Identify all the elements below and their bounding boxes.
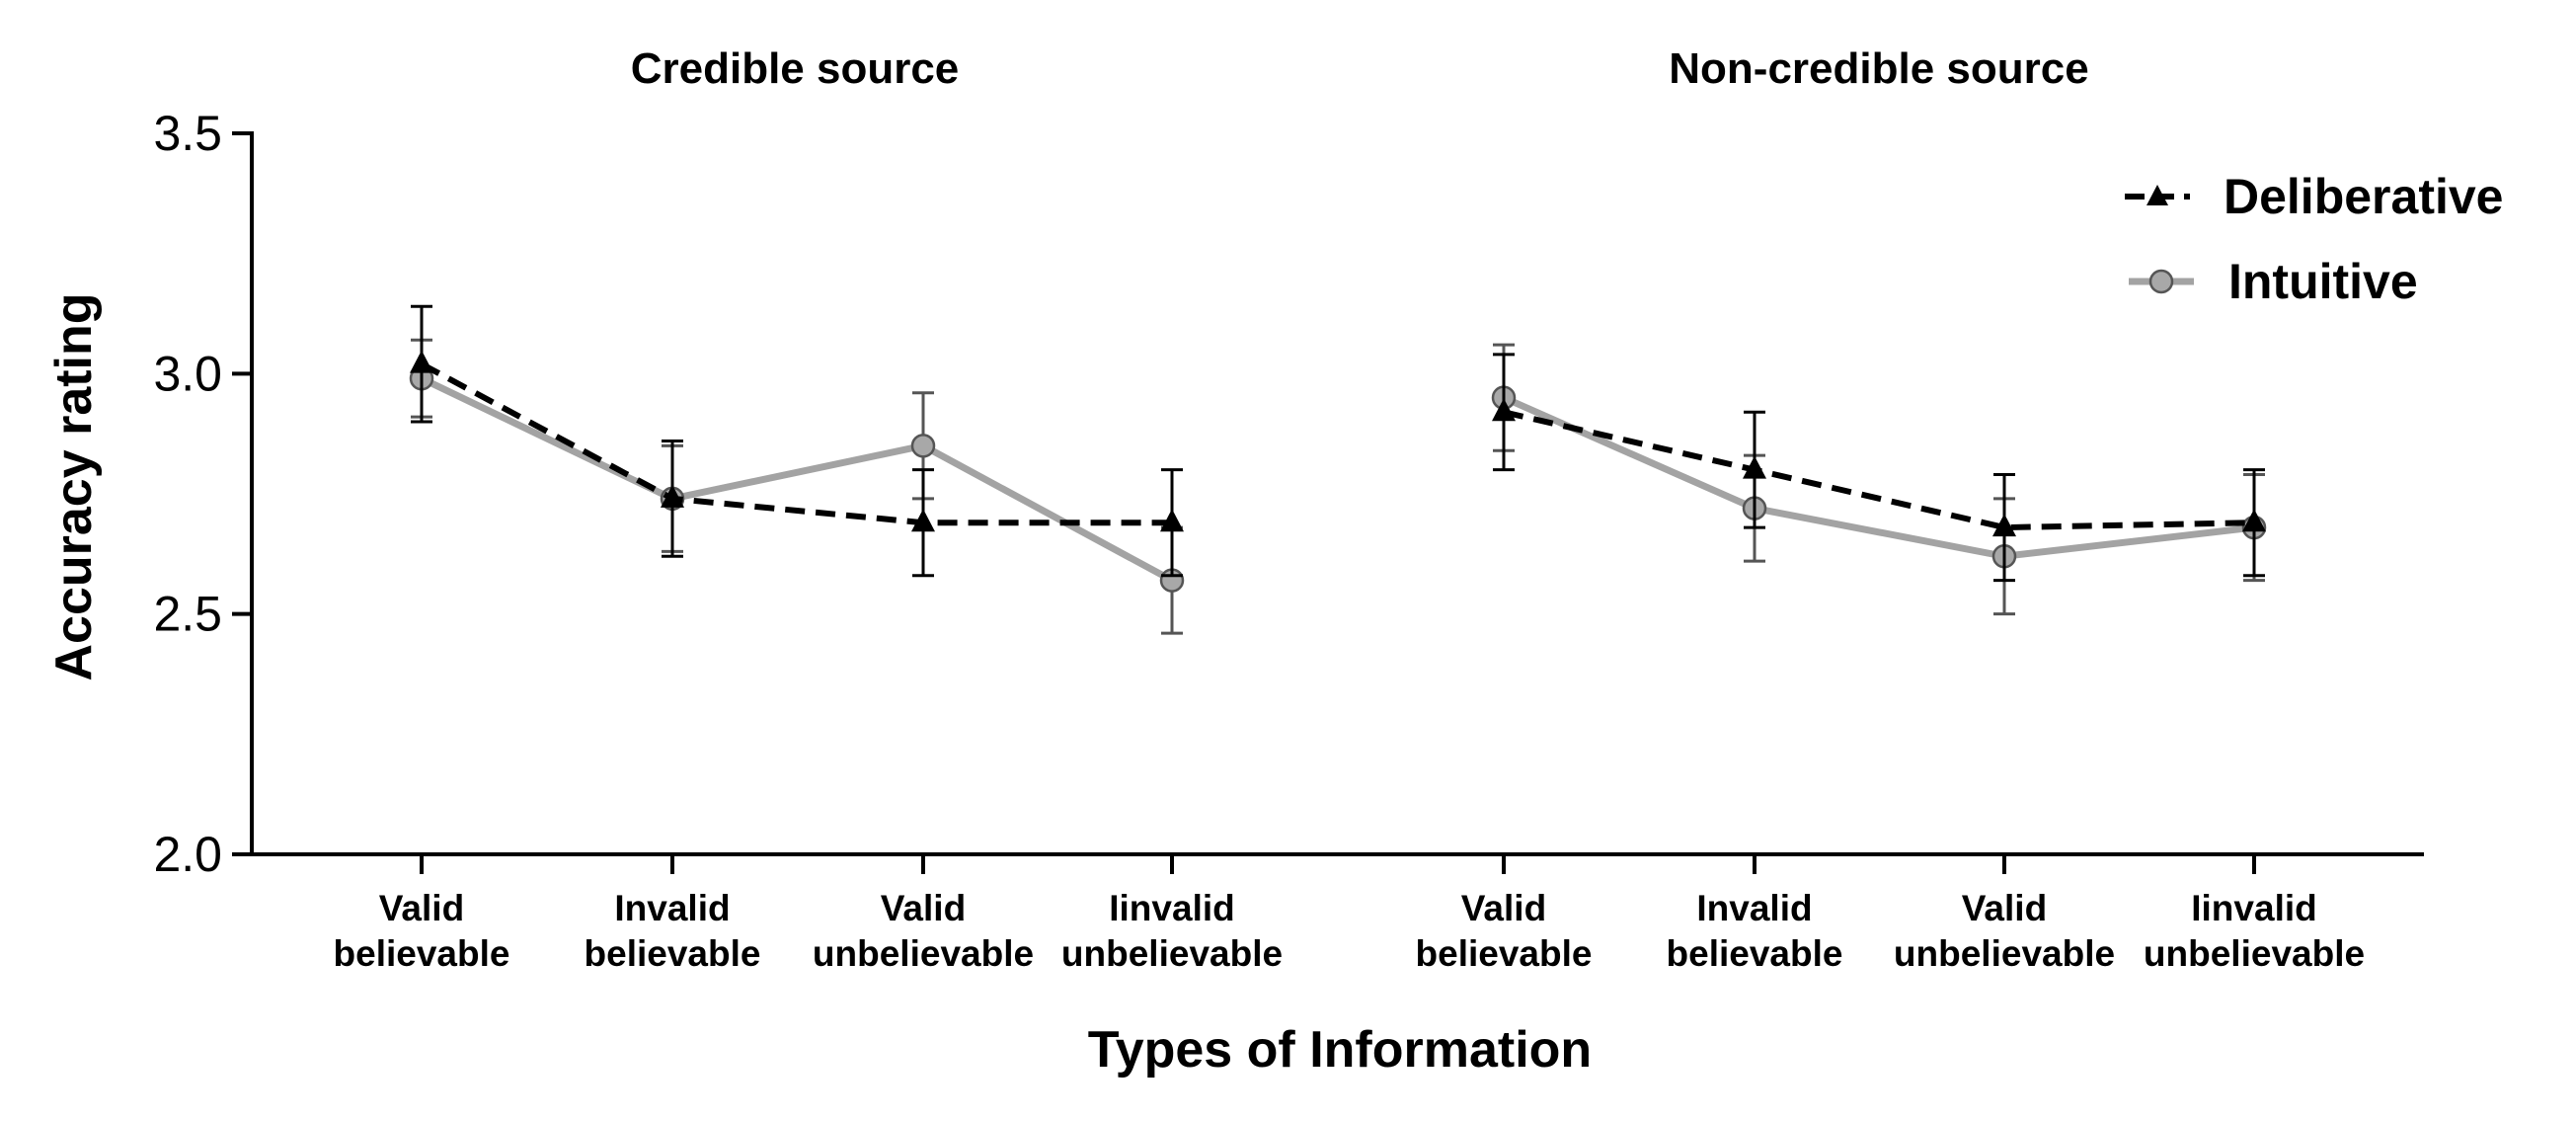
panel-title-non-credible: Non-credible source	[1669, 44, 2088, 93]
axes	[250, 131, 2424, 856]
x-tick-label-line: Invalid	[614, 888, 730, 928]
x-tick-label-line: unbelievable	[1061, 933, 1283, 974]
legend-item-deliberative: Deliberative	[2125, 169, 2503, 224]
data-point-deliberative	[1160, 509, 1184, 532]
x-tick-label-line: Valid	[379, 888, 464, 928]
x-tick-label-line: unbelievable	[1894, 933, 2115, 974]
data-point-deliberative	[410, 350, 433, 373]
series-line-intuitive	[1502, 394, 2255, 560]
x-ticks: Valid believable Invalid believable Valid unb…	[334, 854, 2365, 974]
data-point-deliberative	[2242, 509, 2266, 532]
y-tick-label: 2.0	[153, 827, 222, 882]
x-tick-label-line: unbelievable	[813, 933, 1034, 974]
x-tick-label: Iinvalid unbelievable	[1061, 888, 1283, 974]
series-line-deliberative	[420, 360, 1172, 526]
series-intuitive-panel-2	[1491, 343, 2267, 616]
x-tick-label-line: Iinvalid	[2191, 888, 2316, 928]
x-tick-label-line: believable	[1416, 933, 1593, 974]
x-tick-label: Valid unbelievable	[813, 888, 1034, 974]
y-ticks: 2.0 2.5 3.0 3.5	[153, 106, 252, 882]
series-line-deliberative	[1503, 409, 2255, 531]
panel-title-credible: Credible source	[631, 44, 960, 93]
x-tick-label: Invalid believable	[1667, 888, 1843, 974]
y-tick-label: 3.5	[153, 106, 222, 161]
x-tick-label-line: Invalid	[1696, 888, 1812, 928]
legend-label-deliberative: Deliberative	[2224, 169, 2503, 224]
legend-intuitive-marker	[2148, 269, 2174, 294]
x-tick-label: Valid believable	[334, 888, 510, 974]
x-tick-label-line: Iinvalid	[1109, 888, 1234, 928]
x-tick-label-line: unbelievable	[2144, 933, 2365, 974]
data-point-deliberative	[661, 484, 684, 508]
series-intuitive-panel-1	[409, 338, 1185, 635]
legend-label-intuitive: Intuitive	[2228, 254, 2418, 309]
y-tick-label: 2.5	[153, 587, 222, 642]
y-axis-title: Accuracy rating	[45, 292, 103, 681]
legend: Deliberative Intuitive	[2125, 169, 2503, 309]
data-point-deliberative	[1492, 398, 1516, 422]
series-layer	[409, 304, 2267, 635]
x-tick-label-line: Valid	[1461, 888, 1546, 928]
data-point-deliberative	[1992, 514, 2016, 537]
x-tick-label-line: believable	[1667, 933, 1843, 974]
x-tick-label-line: believable	[334, 933, 510, 974]
x-tick-label: Iinvalid unbelievable	[2144, 888, 2365, 974]
data-point-deliberative	[1743, 455, 1766, 479]
data-point-deliberative	[911, 509, 935, 532]
x-axis-title: Types of Information	[1088, 1021, 1592, 1079]
x-tick-label: Valid unbelievable	[1894, 888, 2115, 974]
data-point-intuitive	[910, 434, 936, 458]
series-deliberative-panel-1	[410, 304, 1184, 578]
legend-item-intuitive: Intuitive	[2129, 254, 2418, 309]
series-deliberative-panel-2	[1492, 353, 2266, 583]
series-line-intuitive	[420, 375, 1174, 584]
x-tick-label: Valid believable	[1416, 888, 1593, 974]
legend-deliberative-marker	[2147, 185, 2168, 205]
x-tick-label-line: believable	[585, 933, 761, 974]
x-tick-label-line: Valid	[881, 888, 966, 928]
y-tick-label: 3.0	[153, 346, 222, 401]
x-tick-label-line: Valid	[1962, 888, 2047, 928]
panel-titles: Credible source Non-credible source	[631, 44, 2089, 93]
x-tick-label: Invalid believable	[585, 888, 761, 974]
